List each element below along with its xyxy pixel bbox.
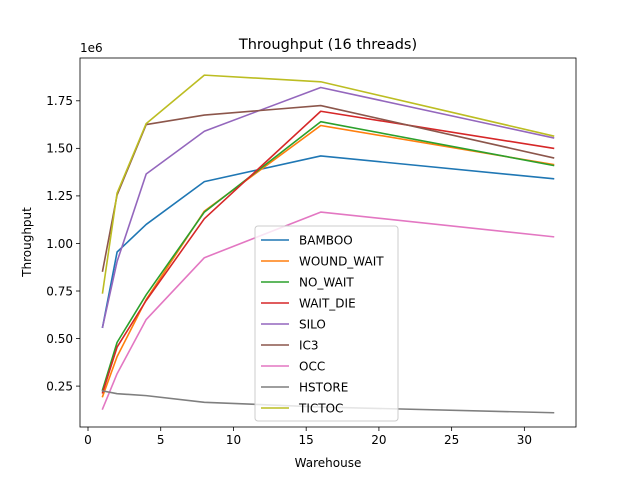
legend-label: SILO bbox=[299, 317, 326, 331]
plot-frame bbox=[79, 57, 577, 428]
series-line-bamboo bbox=[101, 155, 555, 329]
legend-label: OCC bbox=[299, 359, 325, 373]
x-tick-label: 30 bbox=[517, 433, 532, 447]
series-line-tictoc bbox=[101, 74, 555, 294]
legend: BAMBOO WOUND_WAIT NO_WAIT WAIT_DIE SILO IC3 OC… bbox=[254, 225, 399, 422]
legend-label: WOUND_WAIT bbox=[299, 254, 384, 268]
series-line-occ bbox=[101, 211, 555, 410]
x-axis-ticks: 0 5 10 15 20 25 30 bbox=[84, 427, 532, 447]
y-axis-ticks: 0.25 0.50 0.75 1.00 1.25 1.50 1.75 bbox=[46, 94, 80, 393]
x-tick-label: 25 bbox=[444, 433, 459, 447]
legend-label: TICTOC bbox=[298, 401, 343, 415]
y-tick-label: 0.25 bbox=[46, 379, 73, 393]
legend-label: BAMBOO bbox=[299, 233, 353, 247]
y-tick-label: 1.25 bbox=[46, 189, 73, 203]
x-tick-label: 10 bbox=[226, 433, 241, 447]
x-tick-label: 20 bbox=[371, 433, 386, 447]
x-tick-label: 0 bbox=[84, 433, 92, 447]
y-tick-label: 1.00 bbox=[46, 237, 73, 251]
x-tick-label: 15 bbox=[299, 433, 314, 447]
series-line-silo bbox=[101, 86, 555, 329]
series-line-no-wait bbox=[101, 120, 555, 391]
legend-box bbox=[254, 225, 399, 422]
y-tick-label: 0.75 bbox=[46, 284, 73, 298]
legend-label: WAIT_DIE bbox=[299, 296, 356, 310]
series-line-wound-wait bbox=[101, 124, 555, 398]
chart-title: Throughput (16 threads) bbox=[238, 37, 417, 53]
series-line-wait-die bbox=[101, 110, 555, 394]
y-tick-label: 1.50 bbox=[46, 142, 73, 156]
legend-label: NO_WAIT bbox=[299, 275, 354, 289]
x-tick-label: 5 bbox=[157, 433, 165, 447]
y-axis-label: Throughput bbox=[20, 207, 34, 278]
legend-label: HSTORE bbox=[299, 380, 348, 394]
y-offset-label: 1e6 bbox=[80, 41, 103, 55]
series-lines bbox=[101, 74, 555, 414]
legend-label: IC3 bbox=[299, 338, 319, 352]
y-tick-label: 1.75 bbox=[46, 94, 73, 108]
y-tick-label: 0.50 bbox=[46, 332, 73, 346]
x-axis-label: Warehouse bbox=[295, 456, 362, 470]
